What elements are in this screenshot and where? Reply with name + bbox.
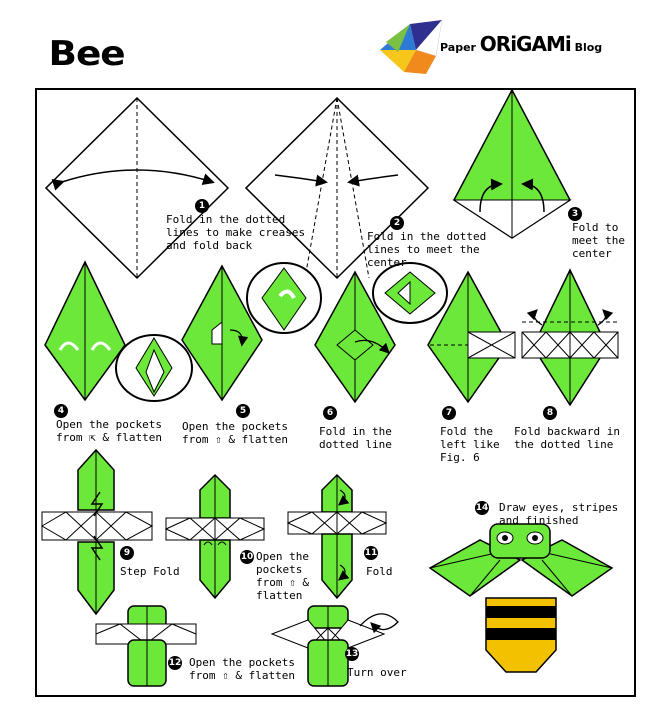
step6-shape <box>314 262 448 404</box>
step2-square <box>244 96 430 280</box>
step9-shape <box>41 448 154 616</box>
step-13-number: 13 <box>345 647 359 661</box>
step-7-label: Fold the left like Fig. 6 <box>440 425 500 464</box>
step-9-label: Step Fold <box>120 565 180 578</box>
step-1-number: 1 <box>195 199 209 213</box>
step-2-text: 2 Fold in the dotted lines to meet the ce… <box>367 216 487 269</box>
step-4-number: 4 <box>54 404 68 418</box>
step-9-text: 9 Step Fold <box>120 546 180 578</box>
step-12-number: 12 <box>168 656 182 670</box>
step1-square <box>44 96 230 280</box>
step-14-label: Draw eyes, stripes and finished <box>499 501 619 527</box>
step-2-label: Fold in the dotted lines to meet the cen… <box>367 230 487 269</box>
step-14-text: 14 Draw eyes, stripes and finished <box>475 501 619 527</box>
step3-kite <box>452 88 572 239</box>
brand-origami: ORiGAMi <box>479 32 572 56</box>
step-6-number: 6 <box>323 406 337 420</box>
step7-shape <box>427 270 516 404</box>
brand-paper: Paper <box>440 41 476 54</box>
step4-shape <box>44 260 193 402</box>
step-5-number: 5 <box>236 404 250 418</box>
step8-shape <box>521 268 619 407</box>
step11-shape <box>286 473 388 600</box>
step-3-number: 3 <box>568 207 582 221</box>
step-1-text: 1 Fold in the dotted lines to make crease… <box>166 199 306 252</box>
step5-shape <box>181 262 322 402</box>
step-10-label: Open the pockets from ⇧ & flatten <box>256 550 309 602</box>
step-8-label: Fold backward in the dotted line <box>514 425 620 451</box>
step-6-label: Fold in the dotted line <box>319 425 392 451</box>
diagram-frame <box>35 88 636 697</box>
origami-logo-icon <box>380 19 443 74</box>
step-6-text: 6 Fold in the dotted line <box>319 406 392 451</box>
brand-text: Paper ORiGAMi Blog <box>440 32 602 56</box>
step-13-text: 13 Turn over <box>345 647 407 679</box>
step-11-label: Fold <box>366 565 393 578</box>
step-3-text: 3 Fold to meet the center <box>568 207 625 260</box>
step-4-label: Open the pockets from ⇱ & flatten <box>56 418 162 444</box>
step-11-number: 11 <box>364 546 378 560</box>
step-7-text: 7 Fold the left like Fig. 6 <box>440 406 500 464</box>
step-13-label: Turn over <box>347 666 407 679</box>
step10-shape <box>164 473 266 600</box>
step-9-number: 9 <box>120 546 134 560</box>
page-title: Bee <box>48 34 126 74</box>
brand-blog: Blog <box>574 41 603 54</box>
step-10-number: 10 <box>240 550 254 564</box>
step-8-text: 8 Fold backward in the dotted line <box>514 406 620 451</box>
step-2-number: 2 <box>390 216 404 230</box>
step-14-number: 14 <box>475 501 489 515</box>
step14-bee <box>428 523 614 673</box>
step-5-text: 5 Open the pockets from ⇧ & flatten <box>182 404 288 446</box>
step-12-text: 12 Open the pockets from ⇧ & flatten <box>168 656 295 682</box>
step13-shape <box>270 605 399 687</box>
step-11-text: 11 Fold <box>364 546 393 578</box>
step-12-label: Open the pockets from ⇧ & flatten <box>189 656 295 682</box>
step-3-label: Fold to meet the center <box>572 221 625 260</box>
step12-shape <box>95 605 197 687</box>
step-1-label: Fold in the dotted lines to make creases… <box>166 213 306 252</box>
step-7-number: 7 <box>442 406 456 420</box>
step-8-number: 8 <box>543 406 557 420</box>
step-10-text: 10 Open the pockets from ⇧ & flatten <box>240 550 309 602</box>
step-4-text: 4 Open the pockets from ⇱ & flatten <box>54 404 162 444</box>
step-5-label: Open the pockets from ⇧ & flatten <box>182 420 288 446</box>
